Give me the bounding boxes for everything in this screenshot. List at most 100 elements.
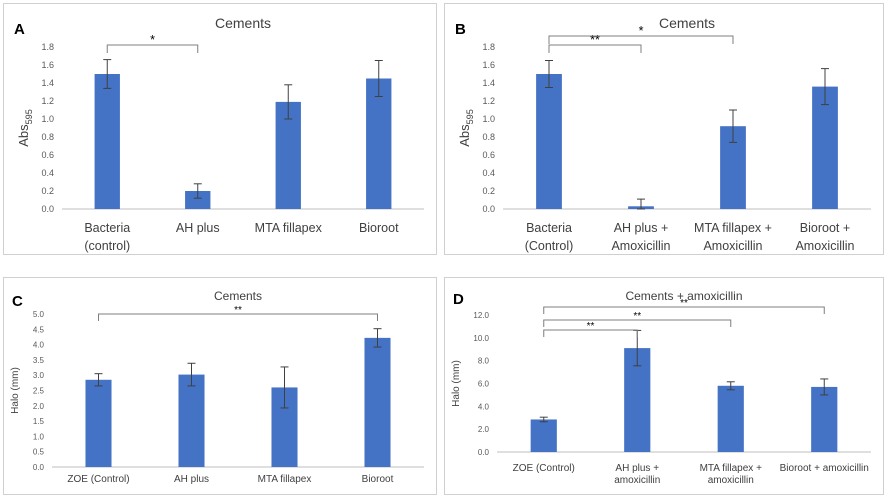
- bar: [717, 385, 744, 452]
- y-tick-label: 2.0: [478, 425, 490, 434]
- category-label: Bioroot: [362, 474, 394, 485]
- bar: [185, 191, 211, 209]
- y-tick-label: 6.0: [478, 380, 490, 389]
- bar: [275, 101, 301, 209]
- y-axis-label-a: Abs595: [16, 109, 34, 147]
- y-tick-label: 0.0: [41, 204, 54, 214]
- bar: [178, 374, 205, 467]
- y-tick-label: 3.5: [33, 356, 45, 365]
- y-axis-label-b: Abs595: [457, 109, 475, 147]
- category-label: Bioroot +: [800, 221, 850, 235]
- bar: [85, 379, 112, 467]
- y-tick-label: 1.5: [33, 417, 45, 426]
- bar: [536, 74, 562, 209]
- chart-panel-b: B Cements 0.0 0.2 0.4 0.6 0.8 1.0 1.2 1.4 1.6 1.8 Ab…: [444, 3, 884, 255]
- chart-b-svg: B Cements 0.0 0.2 0.4 0.6 0.8 1.0 1.2 1.4 1.6 1.8 Ab…: [455, 15, 871, 253]
- y-tick-label: 5.0: [33, 310, 45, 319]
- y-tick-label: 1.4: [41, 78, 54, 88]
- chart-panel-c: C Cements 0.0 0.5 1.0 1.5 2.0 2.5 3.0 3.5 4.0 4.5 5.…: [3, 277, 437, 495]
- significance-label: **: [234, 305, 242, 316]
- category-label: AH plus: [174, 474, 209, 485]
- significance-bracket: [543, 306, 825, 314]
- category-label: MTA fillapex: [255, 221, 323, 235]
- category-label: (control): [84, 239, 130, 253]
- bar: [364, 337, 391, 467]
- significance-bracket: [106, 44, 199, 53]
- panel-letter-c: C: [12, 293, 23, 310]
- significance-bracket: [98, 313, 378, 321]
- category-label: MTA fillapex +: [700, 463, 762, 474]
- significance-bracket: [548, 35, 734, 44]
- significance-label: **: [590, 33, 600, 47]
- panel-letter-a: A: [14, 21, 25, 38]
- y-tick-label: 0.4: [482, 168, 495, 178]
- y-axis-label-d: Halo (mm): [451, 360, 462, 407]
- category-label: amoxicillin: [708, 475, 754, 486]
- y-tick-label: 0.8: [41, 132, 54, 142]
- y-tick-label: 1.2: [482, 96, 495, 106]
- bar: [530, 419, 557, 452]
- category-label: Bacteria: [526, 221, 572, 235]
- panel-letter-d: D: [453, 291, 464, 308]
- y-tick-label: 0.5: [33, 448, 45, 457]
- y-axis-label-c: Halo (mm): [10, 367, 21, 414]
- y-tick-label: 1.6: [482, 60, 495, 70]
- significance-label: *: [150, 33, 155, 47]
- y-tick-label: 3.0: [33, 371, 45, 380]
- y-tick-label: 1.0: [482, 114, 495, 124]
- category-label: amoxicillin: [614, 475, 660, 486]
- significance-bracket: [548, 44, 642, 53]
- category-label: Amoxicillin: [703, 239, 762, 253]
- y-tick-label: 4.0: [478, 402, 490, 411]
- chart-a-svg: A Cements 0.0 0.2 0.4 0.6 0.8 1.0 1.2 1.4 1.6 1.8 Ab…: [14, 15, 424, 253]
- y-tick-label: 0.6: [41, 150, 54, 160]
- category-label: AH plus +: [615, 463, 659, 474]
- y-tick-label: 1.0: [41, 114, 54, 124]
- y-tick-label: 2.0: [33, 402, 45, 411]
- significance-bracket: [543, 329, 638, 337]
- bar: [811, 386, 838, 452]
- chart-d-svg: D Cements + amoxicillin 0.0 2.0 4.0 6.0 8.0 10.…: [451, 289, 871, 486]
- y-tick-label: 0.2: [482, 186, 495, 196]
- category-label: Amoxicillin: [611, 239, 670, 253]
- y-tick-label: 0.0: [478, 448, 490, 457]
- significance-label: *: [639, 24, 644, 38]
- category-label: Bioroot + amoxicillin: [780, 463, 869, 474]
- bar: [812, 86, 838, 209]
- y-tick-label: 0.0: [33, 463, 45, 472]
- chart-panel-a: A Cements 0.0 0.2 0.4 0.6 0.8 1.0 1.2 1.4 1.6 1.8 Ab…: [3, 3, 437, 255]
- category-label: MTA fillapex: [258, 474, 312, 485]
- y-tick-label: 0.0: [482, 204, 495, 214]
- chart-c-svg: C Cements 0.0 0.5 1.0 1.5 2.0 2.5 3.0 3.5 4.0 4.5 5.…: [10, 289, 424, 485]
- panel-letter-b: B: [455, 21, 466, 38]
- category-label: Bacteria: [84, 221, 130, 235]
- y-tick-label: 4.0: [33, 341, 45, 350]
- chart-title-d: Cements + amoxicillin: [625, 289, 742, 303]
- category-label: Bioroot: [359, 221, 399, 235]
- significance-label: **: [587, 321, 595, 332]
- y-tick-label: 1.8: [482, 42, 495, 52]
- significance-bracket: [543, 319, 732, 327]
- category-label: ZOE (Control): [513, 463, 575, 474]
- y-tick-label: 10.0: [473, 334, 489, 343]
- bar: [366, 78, 392, 209]
- y-tick-label: 2.5: [33, 387, 45, 396]
- y-tick-label: 12.0: [473, 311, 489, 320]
- category-label: MTA fillapex +: [694, 221, 772, 235]
- y-tick-label: 1.2: [41, 96, 54, 106]
- y-tick-label: 1.4: [482, 78, 495, 88]
- y-tick-label: 0.2: [41, 186, 54, 196]
- significance-label: **: [680, 298, 688, 309]
- significance-label: **: [633, 311, 641, 322]
- chart-title-a: Cements: [215, 15, 271, 31]
- y-tick-label: 0.8: [482, 132, 495, 142]
- chart-title-b: Cements: [659, 15, 715, 31]
- chart-panel-d: D Cements + amoxicillin 0.0 2.0 4.0 6.0 8.0 10.…: [444, 277, 884, 495]
- y-tick-label: 1.0: [33, 432, 45, 441]
- y-tick-label: 0.4: [41, 168, 54, 178]
- y-tick-label: 4.5: [33, 325, 45, 334]
- category-label: AH plus: [176, 221, 220, 235]
- y-tick-label: 1.6: [41, 60, 54, 70]
- chart-title-c: Cements: [214, 289, 262, 303]
- y-tick-label: 8.0: [478, 357, 490, 366]
